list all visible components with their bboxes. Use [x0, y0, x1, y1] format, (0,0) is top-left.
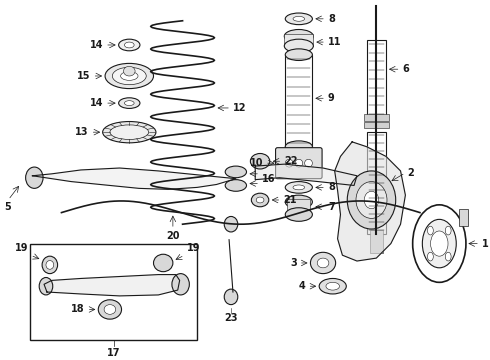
Ellipse shape [431, 231, 448, 256]
Ellipse shape [119, 98, 140, 108]
Text: 18: 18 [71, 305, 85, 315]
Ellipse shape [422, 219, 456, 268]
Ellipse shape [427, 252, 433, 261]
Ellipse shape [251, 193, 269, 207]
Text: 20: 20 [166, 231, 180, 241]
Ellipse shape [25, 167, 43, 188]
Ellipse shape [153, 254, 173, 272]
Ellipse shape [112, 67, 146, 85]
Text: 19: 19 [15, 243, 28, 253]
Ellipse shape [250, 153, 270, 169]
Ellipse shape [285, 141, 313, 153]
Ellipse shape [319, 279, 346, 294]
Bar [369, 230, 383, 253]
Ellipse shape [39, 278, 53, 295]
Ellipse shape [445, 226, 451, 235]
Ellipse shape [110, 125, 148, 139]
FancyBboxPatch shape [275, 148, 322, 179]
Bar [285, 55, 313, 147]
Text: 8: 8 [328, 14, 335, 24]
Text: 22: 22 [284, 156, 298, 166]
Ellipse shape [42, 256, 58, 274]
Ellipse shape [317, 258, 329, 268]
Ellipse shape [172, 274, 189, 295]
Ellipse shape [284, 30, 314, 43]
Bar [284, 34, 314, 46]
Ellipse shape [295, 159, 303, 167]
Ellipse shape [311, 252, 336, 274]
Text: 17: 17 [107, 348, 121, 358]
Text: 1: 1 [482, 239, 489, 249]
Polygon shape [44, 275, 180, 296]
Ellipse shape [224, 289, 238, 305]
Ellipse shape [326, 282, 340, 290]
Ellipse shape [285, 181, 313, 193]
Ellipse shape [225, 180, 246, 191]
Ellipse shape [102, 122, 156, 143]
Ellipse shape [293, 185, 305, 190]
Ellipse shape [305, 159, 313, 167]
Ellipse shape [285, 159, 293, 167]
Ellipse shape [105, 63, 153, 89]
Ellipse shape [285, 49, 313, 60]
Ellipse shape [356, 181, 387, 219]
Text: 11: 11 [328, 37, 342, 47]
Ellipse shape [225, 166, 246, 178]
Bar [287, 199, 311, 215]
Ellipse shape [347, 171, 396, 229]
Text: 23: 23 [224, 313, 238, 323]
Bar [364, 122, 389, 128]
Polygon shape [335, 142, 405, 261]
Text: 2: 2 [407, 168, 414, 178]
Ellipse shape [124, 42, 134, 48]
Ellipse shape [293, 17, 305, 21]
Bar [459, 209, 468, 226]
Ellipse shape [285, 208, 313, 221]
Ellipse shape [284, 39, 314, 53]
Ellipse shape [364, 191, 379, 209]
Text: 16: 16 [262, 174, 275, 184]
Bar [367, 40, 386, 118]
Polygon shape [32, 168, 236, 189]
Ellipse shape [413, 205, 466, 282]
Ellipse shape [123, 66, 135, 76]
Text: 21: 21 [283, 195, 297, 205]
Ellipse shape [119, 39, 140, 51]
Ellipse shape [121, 72, 138, 80]
Text: 3: 3 [290, 258, 297, 268]
Ellipse shape [98, 300, 122, 319]
Text: 4: 4 [299, 281, 306, 291]
Polygon shape [255, 164, 357, 185]
Bar [30, 244, 197, 341]
Text: 12: 12 [233, 103, 246, 113]
Ellipse shape [46, 261, 54, 269]
Ellipse shape [427, 226, 433, 235]
Ellipse shape [224, 216, 238, 232]
Text: 14: 14 [90, 98, 103, 108]
Text: 10: 10 [249, 158, 263, 168]
Ellipse shape [285, 195, 313, 209]
Text: 5: 5 [4, 202, 11, 212]
Bar [364, 114, 389, 121]
Text: 19: 19 [187, 243, 200, 253]
Text: 13: 13 [75, 127, 89, 137]
Bar [367, 132, 386, 234]
Text: 15: 15 [77, 71, 91, 81]
Ellipse shape [256, 197, 264, 203]
Ellipse shape [124, 101, 134, 105]
Text: 14: 14 [90, 40, 103, 50]
Ellipse shape [445, 252, 451, 261]
Text: 6: 6 [402, 64, 409, 74]
Text: 9: 9 [328, 93, 335, 103]
Text: 7: 7 [328, 202, 335, 212]
Text: 8: 8 [328, 183, 335, 192]
Ellipse shape [104, 305, 116, 314]
Ellipse shape [285, 13, 313, 24]
